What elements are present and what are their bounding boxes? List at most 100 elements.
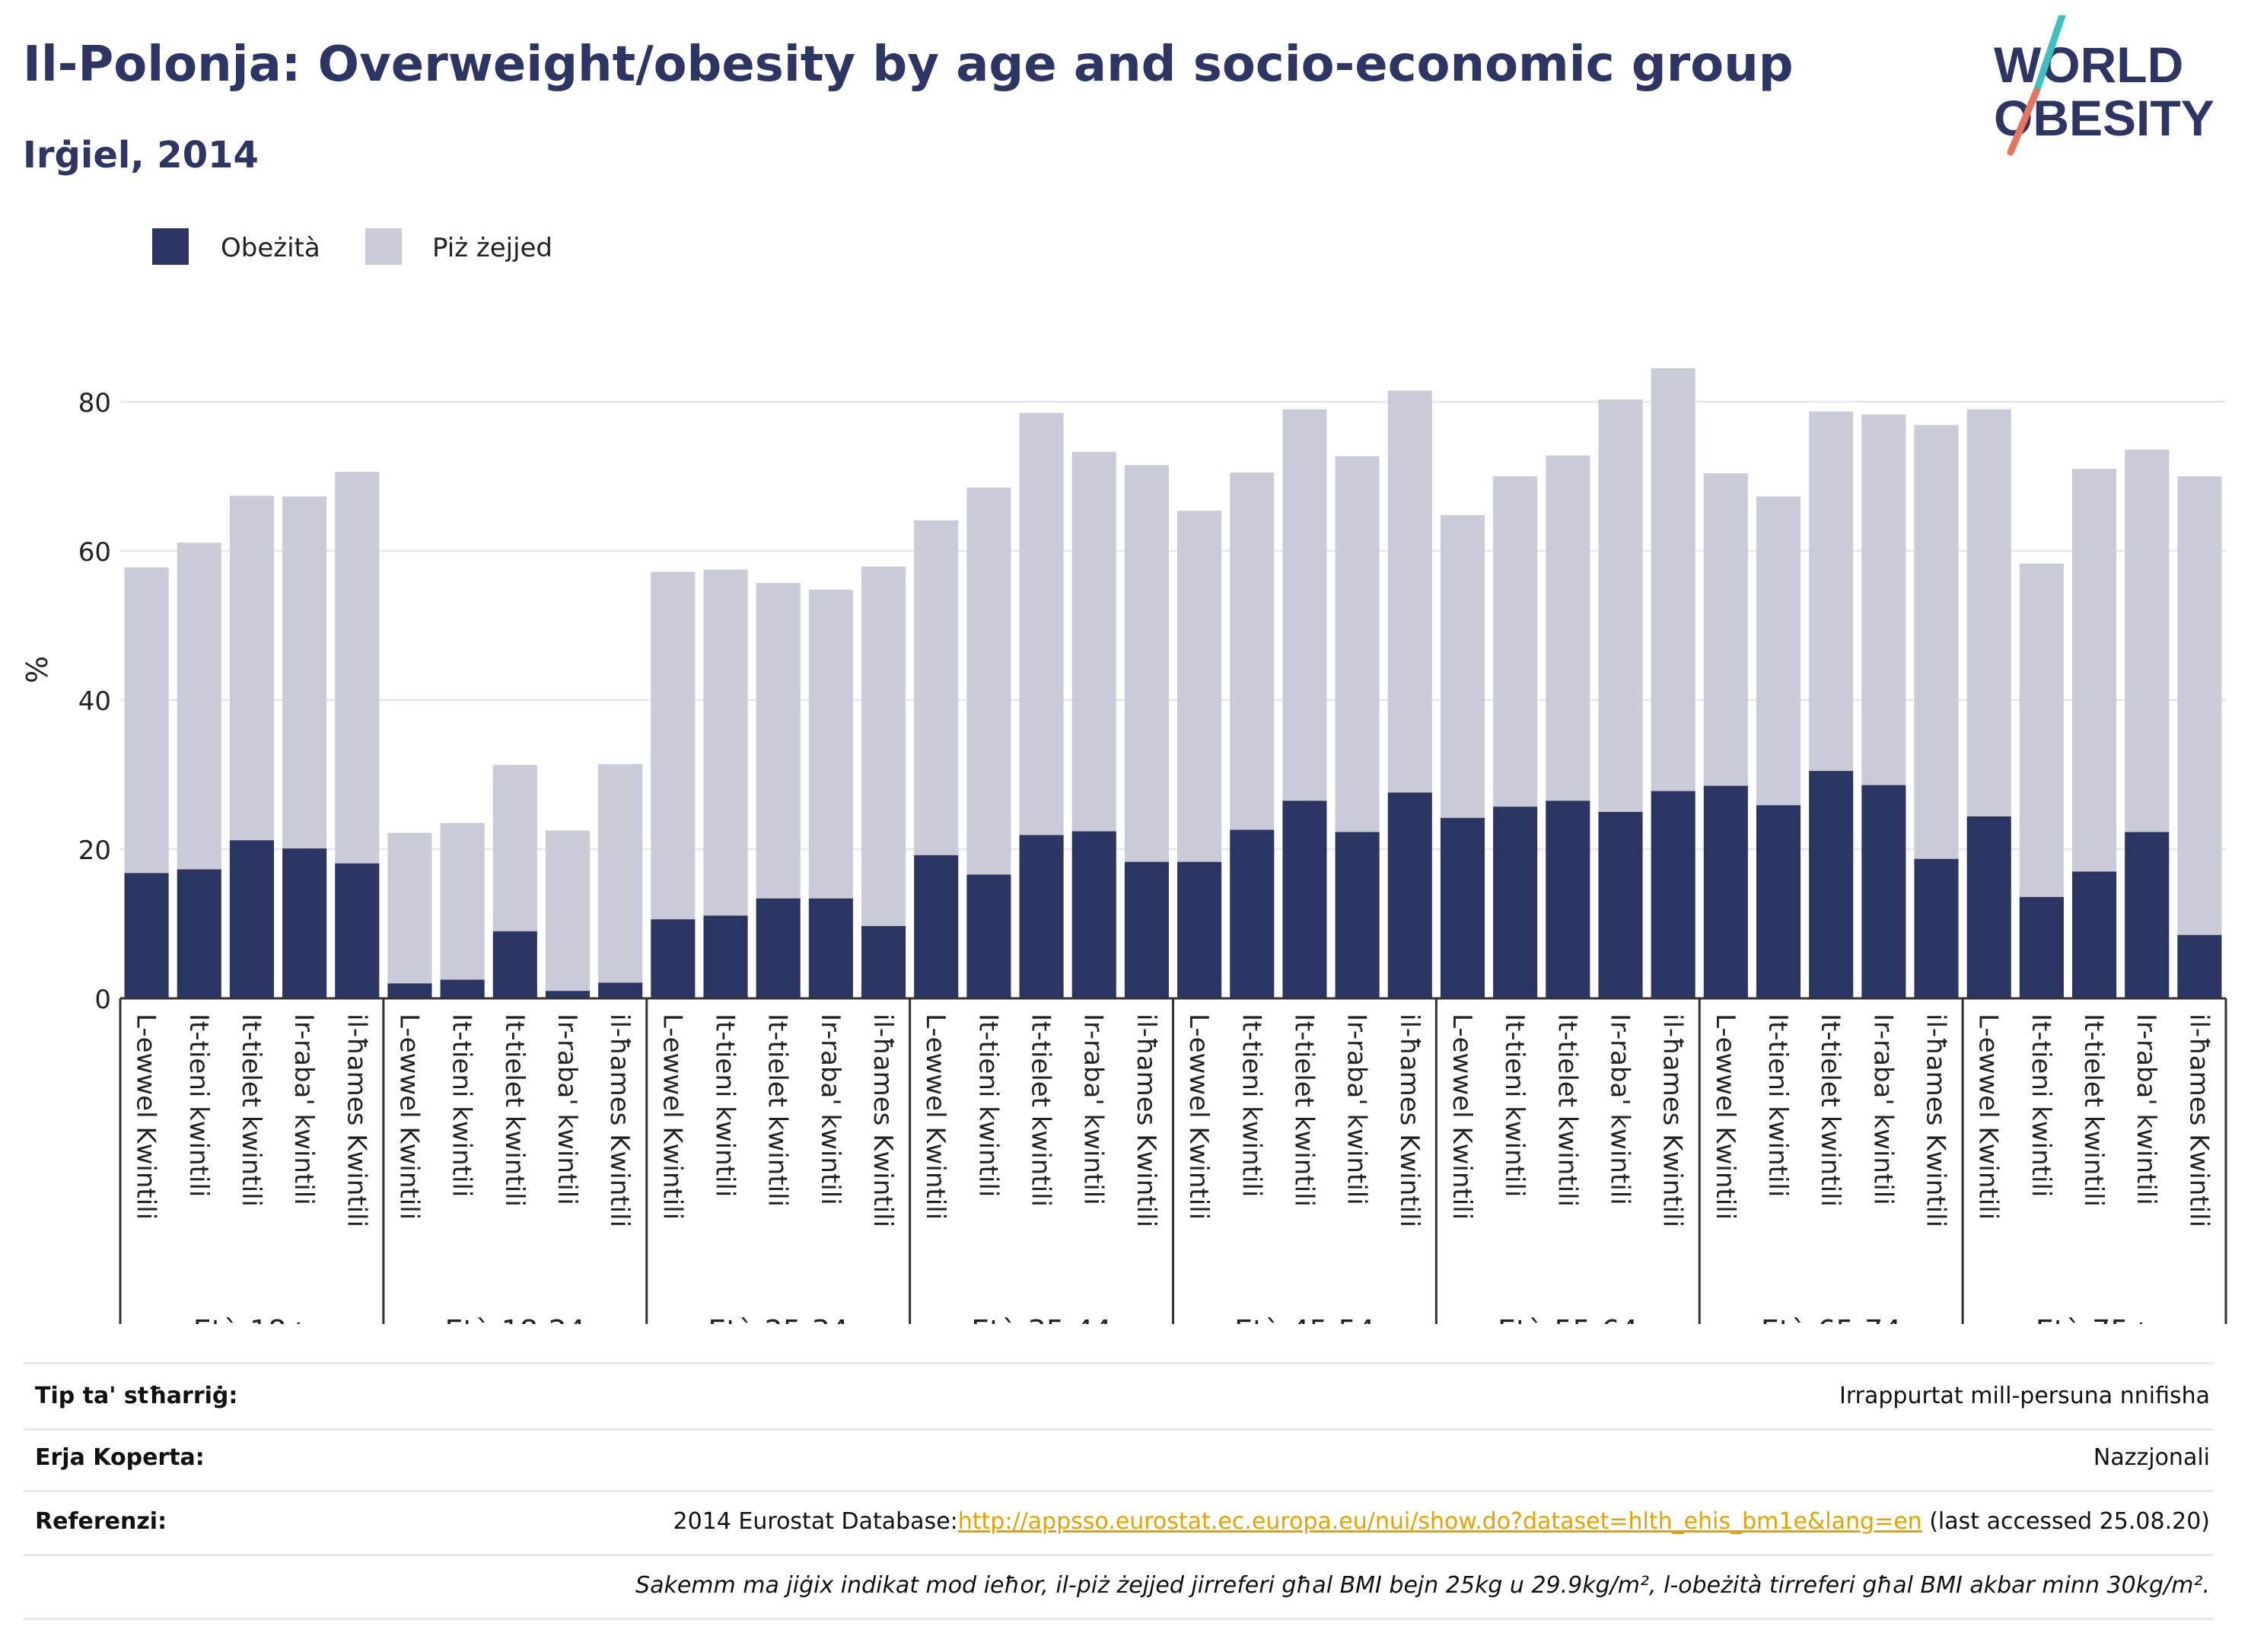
legend: Obeżità Piż żejjed	[152, 228, 552, 265]
x-tick-label: L-ewwel Kwintili	[1183, 1014, 1214, 1220]
bar-overweight	[861, 566, 906, 926]
x-tick-label: It-tieni kwintili	[973, 1014, 1003, 1197]
bar-overweight	[914, 520, 959, 855]
x-tick-label: il-ħames Kwintili	[868, 1014, 898, 1227]
footer-row-note: Sakemm ma jiġix indikat mod ieħor, il-pi…	[23, 1554, 2214, 1620]
y-tick-label: 20	[78, 836, 111, 866]
bar-obesity	[335, 863, 380, 998]
y-tick-label: 80	[78, 388, 111, 419]
bar-overweight	[2019, 563, 2064, 897]
x-tick-label: Ir-raba' kwintili	[2131, 1014, 2161, 1205]
bar-overweight	[1493, 476, 1538, 807]
bar-overweight	[703, 569, 748, 916]
bar-obesity	[1598, 812, 1643, 998]
bar-overweight	[1019, 412, 1064, 836]
bar-overweight	[1598, 399, 1643, 812]
x-tick-label: L-ewwel Kwintili	[920, 1014, 950, 1220]
bmi-definition-note: Sakemm ma jiġix indikat mod ieħor, il-pi…	[635, 1572, 2210, 1599]
x-axis: L-ewwel Kwintili It-tieni kwintili It-tiel…	[119, 997, 2227, 1324]
x-tick-label: Ir-raba' kwintili	[1867, 1014, 1898, 1205]
bar-overweight	[177, 543, 221, 870]
stacked-bar-chart: Obeżità Piż żejjed % 0 20 40 60 80 L-ewwel K…	[21, 228, 2227, 1324]
bar-obesity	[1651, 791, 1695, 998]
bars	[124, 368, 2222, 998]
legend-label-obesity: Obeżità	[221, 233, 320, 263]
x-tick-label: L-ewwel Kwintili	[131, 1014, 161, 1220]
bar-overweight	[124, 567, 169, 874]
bar-obesity	[1335, 832, 1380, 998]
bar-overweight	[440, 823, 485, 980]
bar-obesity	[387, 983, 432, 998]
chart-subtitle: Irġiel, 2014	[23, 134, 259, 177]
bar-overweight	[651, 571, 696, 920]
bar-overweight	[282, 496, 327, 849]
bar-obesity	[703, 915, 748, 998]
bar-overweight	[1282, 409, 1327, 801]
bar-obesity	[282, 848, 327, 998]
x-tick-label: It-tielet kwintili	[1026, 1014, 1056, 1207]
area-covered-label: Erja Koperta:	[35, 1444, 205, 1471]
bar-obesity	[2177, 934, 2222, 998]
x-tick-label: L-ewwel Kwintili	[393, 1014, 424, 1220]
bar-obesity	[1914, 858, 1959, 998]
bar-overweight	[2125, 449, 2170, 832]
bar-overweight	[1230, 473, 1275, 830]
x-tick-label: It-tielet kwintili	[499, 1014, 530, 1207]
eurostat-link[interactable]: http://appsso.eurostat.ec.europa.eu/nui/…	[957, 1508, 1922, 1535]
x-tick-label: It-tielet kwintili	[1815, 1014, 1845, 1207]
x-tick-label: It-tieni kwintili	[1499, 1014, 1530, 1197]
legend-label-overweight: Piż żejjed	[432, 233, 552, 263]
world-obesity-logo: WORLD OBESITY	[1994, 15, 2214, 156]
area-covered-value: Nazzjonali	[2093, 1444, 2210, 1471]
bar-obesity	[1071, 831, 1116, 998]
bar-overweight	[1440, 514, 1485, 818]
y-tick-label: 60	[78, 537, 111, 568]
footer-row-survey-type: Tip ta' stħarriġ: Irrappurtat mill-persu…	[23, 1362, 2214, 1431]
footer-row-references: Referenzi: 2014 Eurostat Database:http:/…	[23, 1490, 2214, 1556]
footer-row-area: Erja Koperta: Nazzjonali	[23, 1426, 2214, 1492]
bar-obesity	[1387, 792, 1432, 998]
bar-obesity	[229, 840, 274, 998]
bar-overweight	[1651, 368, 1695, 791]
x-tick-label: It-tielet kwintili	[236, 1014, 266, 1207]
bar-obesity	[598, 982, 643, 998]
logo-line-1: WORLD	[1994, 37, 2183, 93]
bar-obesity	[914, 855, 959, 998]
bar-obesity	[1282, 801, 1327, 998]
bar-overweight	[808, 589, 853, 899]
bar-overweight	[598, 764, 643, 983]
references-label: Referenzi:	[35, 1508, 167, 1535]
x-tick-label: il-ħames Kwintili	[341, 1014, 371, 1227]
x-tick-label: Ir-raba' kwintili	[815, 1014, 845, 1205]
x-tick-label: Ir-raba' kwintili	[1604, 1014, 1635, 1205]
bar-obesity	[1177, 861, 1222, 998]
x-tick-label: It-tielet kwintili	[763, 1014, 793, 1207]
bar-obesity	[545, 991, 591, 998]
bar-obesity	[651, 919, 696, 998]
bar-overweight	[756, 583, 801, 899]
bar-obesity	[1861, 785, 1906, 998]
bar-obesity	[1756, 805, 1801, 998]
x-tick-label: It-tieni kwintili	[1762, 1014, 1793, 1197]
bar-obesity	[2019, 896, 2064, 998]
bar-overweight	[1966, 409, 2011, 816]
y-axis-label: %	[21, 656, 54, 683]
x-tick-label: It-tieni kwintili	[1236, 1014, 1266, 1197]
bar-obesity	[440, 979, 485, 998]
bar-obesity	[1440, 817, 1485, 998]
bar-overweight	[966, 487, 1011, 875]
bar-obesity	[1546, 801, 1590, 998]
x-tick-label: il-ħames Kwintili	[1921, 1014, 1951, 1227]
x-tick-label: L-ewwel Kwintili	[657, 1014, 687, 1220]
x-tick-label: It-tieni kwintili	[183, 1014, 214, 1197]
bar-obesity	[1230, 829, 1275, 998]
x-tick-label: L-ewwel Kwintili	[1710, 1014, 1740, 1220]
bar-obesity	[1124, 861, 1169, 998]
gridlines	[120, 400, 2226, 851]
bar-obesity	[1809, 771, 1854, 998]
references-prefix: 2014 Eurostat Database:	[673, 1508, 958, 1535]
bar-overweight	[335, 472, 380, 864]
x-tick-label: It-tieni kwintili	[2026, 1014, 2056, 1197]
x-tick-label: il-ħames Kwintili	[1131, 1014, 1161, 1227]
bar-obesity	[756, 898, 801, 998]
